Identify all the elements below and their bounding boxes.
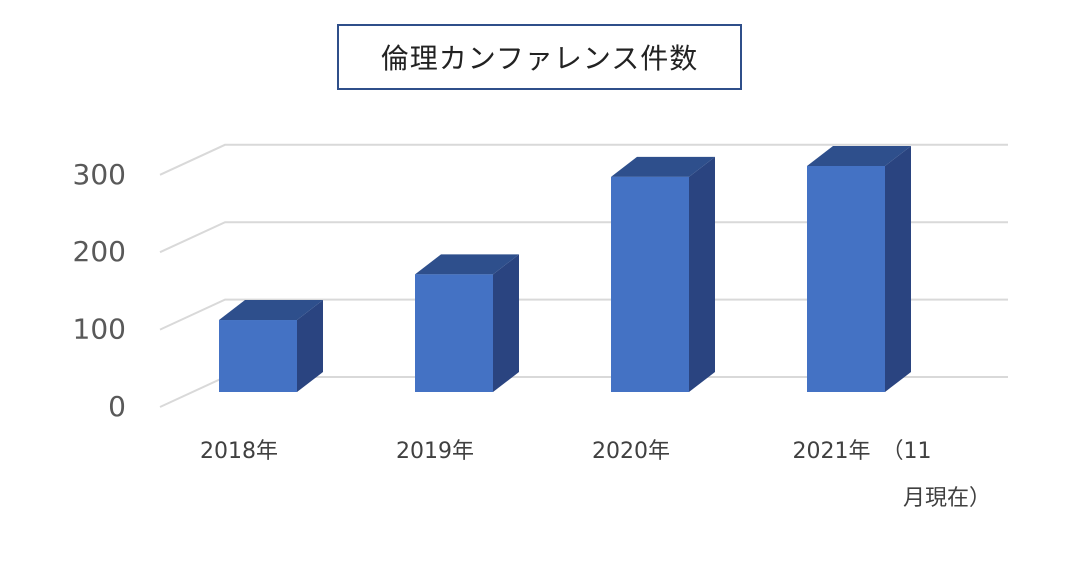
bar-top	[415, 254, 519, 275]
x-tick-label: 2018年	[200, 439, 278, 464]
bar-side	[493, 254, 519, 392]
y-tick-label: 100	[73, 313, 126, 346]
bar	[219, 300, 323, 392]
bar	[415, 254, 519, 392]
bar	[807, 145, 911, 392]
x-tick-label: 2021年 （11	[793, 439, 932, 464]
bar-front	[415, 274, 493, 392]
bar-side	[297, 300, 323, 392]
bar-front	[611, 176, 689, 392]
bar-top	[611, 156, 715, 177]
x-tick-label: 月現在）	[903, 486, 991, 511]
x-axis: 2018年 2019年 2020年 2021年 （11 月現在）	[200, 439, 991, 511]
bar-side	[689, 156, 715, 392]
y-tick-label: 0	[108, 390, 126, 423]
gridline	[159, 143, 1008, 176]
y-axis: 0 100 200 300	[73, 158, 126, 423]
x-tick-label: 2020年	[592, 439, 670, 464]
bar-top	[807, 145, 911, 166]
gridline	[159, 221, 1008, 254]
bar-top	[219, 300, 323, 321]
bar-side	[885, 145, 911, 392]
bar-front	[219, 320, 297, 392]
y-tick-label: 200	[73, 235, 126, 268]
y-tick-label: 300	[73, 158, 126, 191]
bar-front	[807, 165, 885, 392]
bar	[611, 156, 715, 392]
chart-title-box: 倫理カンファレンス件数	[337, 24, 742, 90]
chart-title: 倫理カンファレンス件数	[380, 42, 699, 75]
bars	[219, 145, 911, 392]
gridline	[159, 298, 1008, 331]
x-tick-label: 2019年	[396, 439, 474, 464]
